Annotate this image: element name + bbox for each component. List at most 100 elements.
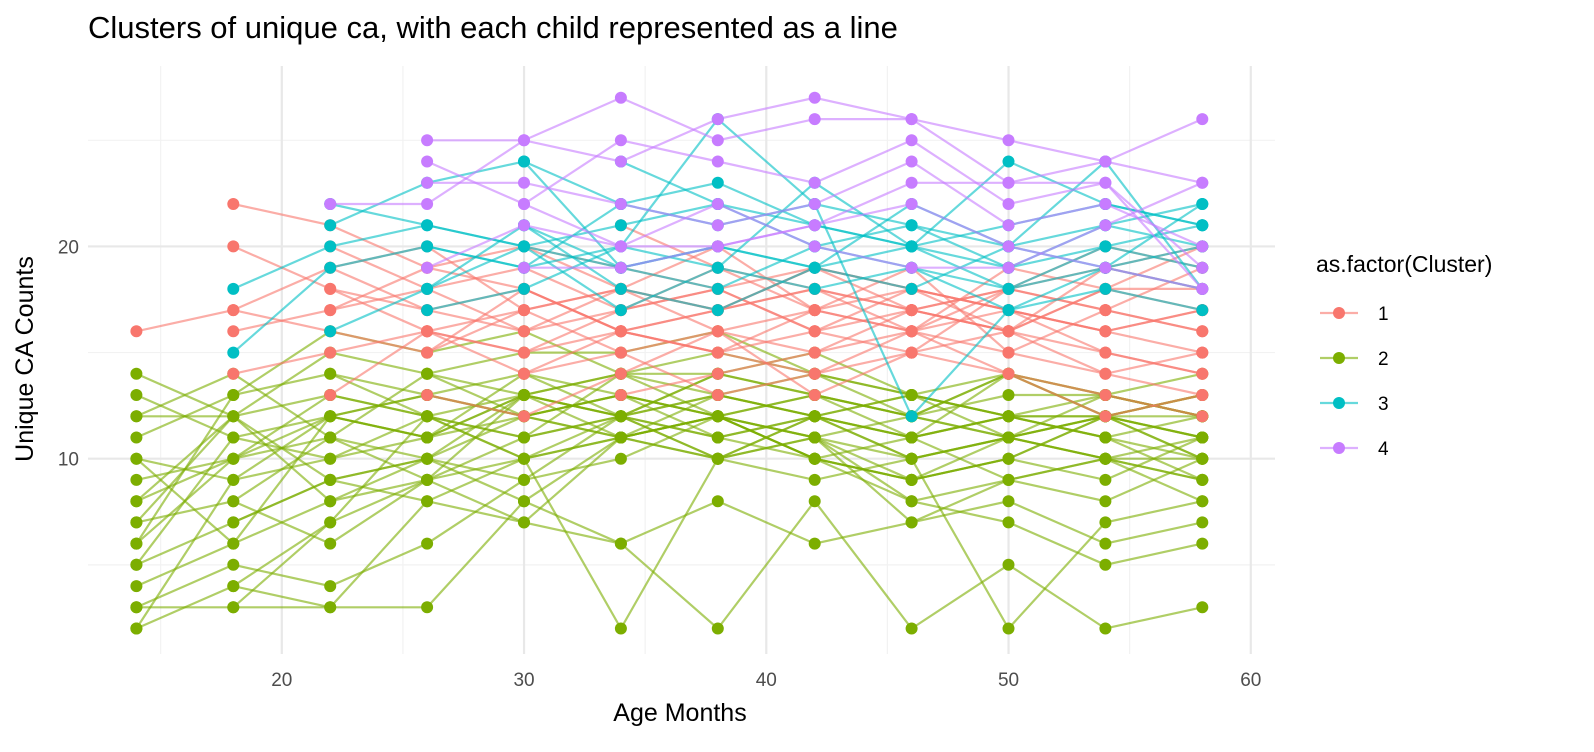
y-tick-label: 10	[58, 450, 79, 471]
x-tick-label: 50	[998, 670, 1019, 691]
data-point-cluster-1	[421, 346, 434, 359]
data-point-cluster-2	[324, 580, 337, 593]
data-point-cluster-4	[614, 91, 627, 104]
data-point-cluster-2	[711, 431, 724, 444]
data-point-cluster-2	[421, 537, 434, 550]
data-point-cluster-2	[1002, 389, 1015, 401]
data-point-cluster-2	[421, 367, 434, 380]
data-point-cluster-3	[905, 282, 918, 295]
data-point-cluster-2	[614, 410, 627, 423]
legend-label-4: 4	[1378, 439, 1389, 460]
data-point-cluster-3	[421, 304, 434, 317]
data-point-cluster-4	[711, 219, 724, 232]
data-point-cluster-4	[614, 261, 627, 274]
data-point-cluster-2	[808, 431, 821, 444]
data-point-cluster-1	[1099, 410, 1112, 423]
data-point-cluster-1	[518, 346, 530, 359]
data-point-cluster-2	[227, 410, 240, 423]
data-point-cluster-2	[518, 516, 530, 529]
data-point-cluster-3	[905, 219, 918, 232]
data-point-cluster-2	[1099, 431, 1112, 444]
data-point-cluster-2	[227, 431, 240, 444]
data-point-cluster-1	[421, 325, 434, 338]
data-point-cluster-1	[227, 304, 240, 317]
data-point-cluster-2	[808, 452, 821, 465]
data-point-cluster-4	[614, 155, 627, 168]
legend-label-3: 3	[1378, 394, 1389, 415]
series-lines	[135, 96, 1204, 631]
data-point-cluster-1	[227, 325, 240, 338]
data-point-cluster-3	[711, 176, 724, 189]
data-point-cluster-3	[614, 282, 627, 295]
data-point-cluster-1	[808, 304, 821, 317]
data-point-cluster-4	[421, 155, 434, 168]
data-point-cluster-2	[1099, 473, 1112, 486]
data-point-cluster-2	[1099, 495, 1112, 508]
data-point-cluster-3	[518, 155, 530, 168]
data-point-cluster-2	[130, 537, 143, 550]
data-point-cluster-1	[324, 304, 337, 317]
legend-key-point	[1333, 352, 1345, 364]
data-point-cluster-1	[518, 367, 530, 380]
data-point-cluster-1	[518, 325, 530, 338]
data-point-cluster-4	[711, 198, 724, 210]
data-point-cluster-2	[130, 389, 143, 401]
data-point-cluster-2	[1196, 601, 1209, 614]
data-point-cluster-1	[808, 389, 821, 401]
data-point-cluster-4	[905, 134, 918, 147]
data-point-cluster-2	[905, 473, 918, 486]
data-point-cluster-1	[808, 325, 821, 338]
data-point-cluster-2	[808, 410, 821, 423]
data-point-cluster-3	[614, 219, 627, 232]
data-point-cluster-3	[711, 282, 724, 295]
data-point-cluster-3	[1002, 304, 1015, 317]
data-point-cluster-1	[614, 389, 627, 401]
data-point-cluster-4	[1196, 176, 1209, 189]
data-point-cluster-2	[905, 622, 918, 635]
data-point-cluster-1	[1099, 389, 1112, 401]
series-line-cluster-3	[523, 159, 1204, 312]
data-point-cluster-3	[1196, 198, 1209, 210]
data-point-cluster-1	[1002, 325, 1015, 338]
x-tick-label: 20	[271, 670, 292, 691]
data-point-cluster-3	[1196, 219, 1209, 232]
data-point-cluster-1	[1196, 346, 1209, 359]
data-point-cluster-2	[1002, 558, 1015, 571]
data-point-cluster-4	[614, 134, 627, 147]
series-line-cluster-2	[135, 499, 1203, 631]
data-point-cluster-1	[518, 304, 530, 317]
data-point-cluster-2	[130, 410, 143, 423]
data-point-cluster-2	[421, 431, 434, 444]
data-point-cluster-2	[1196, 452, 1209, 465]
data-point-cluster-4	[905, 198, 918, 210]
data-point-cluster-3	[1099, 240, 1112, 253]
legend-label-2: 2	[1378, 349, 1389, 370]
data-point-cluster-2	[130, 431, 143, 444]
x-tick-label: 40	[756, 670, 777, 691]
data-point-cluster-2	[1099, 558, 1112, 571]
data-point-cluster-1	[1002, 367, 1015, 380]
data-point-cluster-4	[518, 134, 530, 147]
grid-minor	[88, 66, 1275, 654]
data-point-cluster-1	[227, 198, 240, 210]
data-point-cluster-4	[421, 261, 434, 274]
data-point-cluster-3	[324, 240, 337, 253]
data-point-cluster-1	[711, 346, 724, 359]
data-point-cluster-2	[905, 495, 918, 508]
legend-key-1	[1320, 307, 1358, 319]
data-point-cluster-2	[130, 367, 143, 380]
x-tick-label: 30	[513, 670, 534, 691]
data-point-cluster-1	[130, 325, 143, 338]
data-point-cluster-2	[808, 537, 821, 550]
data-point-cluster-4	[1002, 198, 1015, 210]
data-point-cluster-4	[421, 134, 434, 147]
data-point-cluster-1	[1099, 367, 1112, 380]
data-point-cluster-2	[421, 410, 434, 423]
data-point-cluster-2	[1196, 473, 1209, 486]
data-point-cluster-3	[1099, 282, 1112, 295]
series-line-cluster-1	[523, 308, 1203, 375]
x-tick-labels: 20 30 40 50 60	[271, 670, 1261, 691]
data-point-cluster-2	[130, 495, 143, 508]
data-point-cluster-2	[324, 473, 337, 486]
data-point-cluster-1	[227, 240, 240, 253]
